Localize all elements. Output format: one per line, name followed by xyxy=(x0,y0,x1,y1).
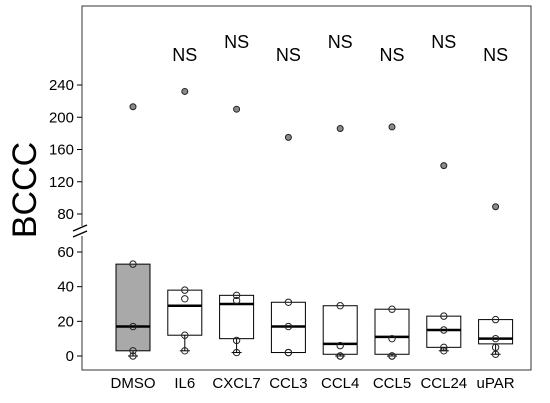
x-tick-label: DMSO xyxy=(111,375,156,392)
box-ccl4 xyxy=(322,125,358,360)
x-tick-label: uPAR xyxy=(477,375,515,392)
x-tick-label: CXCL7 xyxy=(212,375,260,392)
y-tick-label: 20 xyxy=(57,313,74,330)
outlier-point xyxy=(284,133,292,141)
axis-break-gap xyxy=(78,226,86,236)
x-tick-label: IL6 xyxy=(174,375,195,392)
data-point xyxy=(232,291,241,300)
box-body xyxy=(374,308,410,355)
ns-annotation: NS xyxy=(224,32,249,52)
data-point xyxy=(129,260,137,268)
y-tick-label: 80 xyxy=(57,206,74,223)
data-point xyxy=(491,315,500,324)
box-ccl5 xyxy=(374,123,410,360)
outlier-point xyxy=(440,162,448,170)
y-tick-label: 200 xyxy=(49,109,74,126)
annotations-layer: NS NS NS NS NS NS NS xyxy=(172,32,508,65)
data-point xyxy=(440,312,448,320)
data-point xyxy=(129,322,137,331)
x-tick-label: CCL5 xyxy=(373,375,411,392)
axis-break-mark xyxy=(72,224,88,232)
box-ccl24 xyxy=(426,162,462,355)
boxes-layer xyxy=(115,87,514,360)
data-point xyxy=(491,350,500,358)
y-tick-label: 160 xyxy=(49,142,74,159)
outlier-point xyxy=(492,203,500,211)
data-point xyxy=(181,295,189,303)
box-body xyxy=(219,294,255,340)
y-tick-label: 0 xyxy=(66,348,74,365)
data-point xyxy=(388,352,396,360)
box-il6 xyxy=(167,87,203,355)
box-ccl3 xyxy=(270,133,306,357)
axis-break-mark xyxy=(72,230,88,238)
box-body xyxy=(167,289,203,336)
data-point xyxy=(388,334,396,343)
data-point xyxy=(284,348,293,357)
plot-frame xyxy=(81,5,532,371)
y-axis-title: BCCC xyxy=(6,142,44,238)
box-body xyxy=(115,263,151,352)
y-tick-label: 240 xyxy=(49,77,74,94)
data-point xyxy=(491,334,500,343)
data-point xyxy=(232,336,241,345)
ns-annotation: NS xyxy=(431,32,456,52)
box-dmso xyxy=(115,103,151,360)
data-point xyxy=(388,305,396,313)
data-point xyxy=(232,296,241,305)
ns-annotation: NS xyxy=(483,45,508,65)
data-point xyxy=(129,347,137,355)
y-axis: 0 20 40 60 80 120 160 200 240 xyxy=(49,77,88,365)
data-point xyxy=(129,352,137,360)
ns-annotation: NS xyxy=(172,45,197,65)
data-point xyxy=(232,348,241,357)
y-tick-label: 60 xyxy=(57,244,74,261)
data-point xyxy=(181,331,189,339)
ns-annotation: NS xyxy=(276,45,301,65)
ns-annotation: NS xyxy=(379,45,404,65)
x-tick-label: CCL24 xyxy=(420,375,467,392)
data-point xyxy=(181,286,189,294)
x-axis-labels: DMSO IL6 CXCL7 CCL3 CCL4 CCL5 CCL24 uPAR xyxy=(111,375,515,392)
data-point xyxy=(336,302,344,310)
data-point xyxy=(440,347,448,355)
outlier-point xyxy=(129,103,137,111)
outlier-point xyxy=(181,87,189,95)
data-point xyxy=(491,343,500,352)
x-tick-label: CCL3 xyxy=(269,375,307,392)
axis-break xyxy=(72,224,88,238)
data-point xyxy=(440,326,448,334)
data-point xyxy=(284,322,293,331)
outlier-point xyxy=(388,123,396,131)
data-point xyxy=(181,347,189,355)
x-tick-label: CCL4 xyxy=(321,375,359,392)
data-point xyxy=(284,298,293,306)
data-point xyxy=(336,341,344,350)
y-tick-label: 40 xyxy=(57,279,74,296)
box-upar xyxy=(478,203,514,358)
ns-annotation: NS xyxy=(328,32,353,52)
outlier-point xyxy=(336,125,344,133)
data-point xyxy=(440,343,448,352)
box-body xyxy=(322,305,358,355)
box-body xyxy=(426,315,462,348)
outlier-point xyxy=(233,105,241,113)
y-tick-label: 120 xyxy=(49,174,74,191)
data-point xyxy=(336,352,344,360)
box-cxcl7 xyxy=(219,105,255,357)
